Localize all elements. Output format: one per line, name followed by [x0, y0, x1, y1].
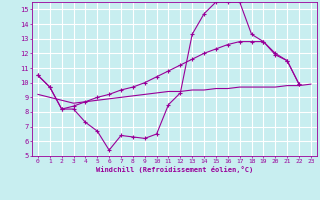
X-axis label: Windchill (Refroidissement éolien,°C): Windchill (Refroidissement éolien,°C)	[96, 166, 253, 173]
